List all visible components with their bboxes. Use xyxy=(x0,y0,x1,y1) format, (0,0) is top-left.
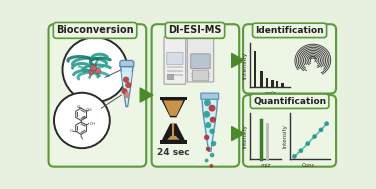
FancyBboxPatch shape xyxy=(49,24,146,167)
Text: m/z: m/z xyxy=(264,91,276,95)
Circle shape xyxy=(205,122,211,128)
Circle shape xyxy=(211,141,216,146)
Bar xyxy=(167,74,173,79)
Circle shape xyxy=(203,111,210,118)
Circle shape xyxy=(292,154,297,159)
Circle shape xyxy=(125,82,132,88)
Circle shape xyxy=(209,129,215,134)
Bar xyxy=(253,50,256,87)
FancyArrowPatch shape xyxy=(140,88,153,102)
Bar xyxy=(160,97,186,100)
Text: 24 sec: 24 sec xyxy=(157,148,190,157)
Bar xyxy=(191,76,210,77)
Circle shape xyxy=(62,37,127,102)
Circle shape xyxy=(89,70,94,75)
Polygon shape xyxy=(167,136,179,140)
Circle shape xyxy=(204,99,211,106)
Bar xyxy=(167,66,183,68)
FancyArrowPatch shape xyxy=(232,127,244,140)
Circle shape xyxy=(209,164,213,168)
Circle shape xyxy=(96,68,101,74)
Polygon shape xyxy=(161,99,186,117)
Text: OH: OH xyxy=(85,108,92,112)
Text: Quantification: Quantification xyxy=(253,97,326,106)
Circle shape xyxy=(123,77,129,83)
Bar xyxy=(167,70,183,72)
Text: Intensity: Intensity xyxy=(243,124,248,148)
FancyBboxPatch shape xyxy=(243,24,336,94)
Circle shape xyxy=(210,153,214,157)
Bar xyxy=(191,73,210,74)
Circle shape xyxy=(209,105,215,112)
Bar xyxy=(276,81,278,87)
Circle shape xyxy=(305,141,310,146)
Bar xyxy=(160,140,186,144)
Circle shape xyxy=(54,93,110,148)
FancyBboxPatch shape xyxy=(167,52,183,65)
Text: O: O xyxy=(82,116,85,120)
FancyArrowPatch shape xyxy=(232,53,244,67)
Bar xyxy=(281,83,284,87)
Circle shape xyxy=(210,117,216,123)
FancyBboxPatch shape xyxy=(187,36,214,82)
FancyBboxPatch shape xyxy=(152,24,239,167)
FancyBboxPatch shape xyxy=(191,54,210,68)
Circle shape xyxy=(124,92,130,98)
Text: m/z: m/z xyxy=(261,163,271,168)
Polygon shape xyxy=(161,124,186,142)
Text: DI-ESI-MS: DI-ESI-MS xyxy=(168,25,222,35)
Bar xyxy=(167,74,183,76)
FancyBboxPatch shape xyxy=(192,70,209,81)
Text: Identification: Identification xyxy=(255,26,324,35)
Circle shape xyxy=(204,135,209,140)
Polygon shape xyxy=(120,60,134,67)
Polygon shape xyxy=(121,67,133,107)
Text: OH: OH xyxy=(89,122,96,125)
Circle shape xyxy=(121,88,127,94)
Circle shape xyxy=(324,121,329,126)
Text: Intensity: Intensity xyxy=(243,51,248,79)
Text: Bioconversion: Bioconversion xyxy=(56,25,134,35)
Circle shape xyxy=(319,128,323,132)
Polygon shape xyxy=(202,99,217,151)
Circle shape xyxy=(208,170,211,173)
Circle shape xyxy=(90,65,97,71)
Text: O: O xyxy=(70,129,73,133)
Bar xyxy=(271,80,274,87)
FancyBboxPatch shape xyxy=(201,93,219,99)
Circle shape xyxy=(206,147,211,151)
FancyBboxPatch shape xyxy=(243,95,336,167)
Circle shape xyxy=(205,159,209,162)
FancyBboxPatch shape xyxy=(164,36,186,84)
Circle shape xyxy=(312,134,317,139)
Text: Intensity: Intensity xyxy=(282,124,287,148)
Circle shape xyxy=(299,148,303,153)
Text: O: O xyxy=(77,105,80,109)
Polygon shape xyxy=(121,72,132,105)
Bar xyxy=(265,78,268,87)
Text: Conc.: Conc. xyxy=(302,163,317,168)
Polygon shape xyxy=(163,100,183,116)
Bar xyxy=(260,71,263,87)
